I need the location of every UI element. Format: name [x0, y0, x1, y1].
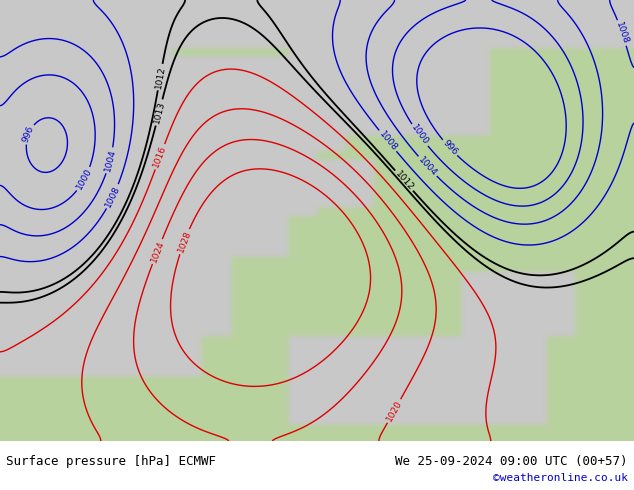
Text: 1016: 1016: [152, 145, 168, 169]
Text: 1000: 1000: [75, 167, 94, 192]
Text: 1008: 1008: [614, 21, 630, 45]
Text: 1008: 1008: [104, 184, 122, 209]
Text: 1024: 1024: [149, 239, 165, 264]
Text: 1008: 1008: [377, 129, 399, 152]
Text: 1013: 1013: [152, 100, 166, 125]
Text: 996: 996: [22, 124, 36, 144]
Text: ©weatheronline.co.uk: ©weatheronline.co.uk: [493, 473, 628, 483]
Text: 1000: 1000: [409, 123, 430, 147]
Text: 996: 996: [441, 139, 459, 157]
Text: We 25-09-2024 09:00 UTC (00+57): We 25-09-2024 09:00 UTC (00+57): [395, 455, 628, 468]
Text: 1020: 1020: [385, 399, 404, 423]
Text: 1028: 1028: [176, 229, 193, 254]
Text: 1004: 1004: [417, 155, 439, 178]
Text: Surface pressure [hPa] ECMWF: Surface pressure [hPa] ECMWF: [6, 455, 216, 468]
Text: 1004: 1004: [103, 148, 117, 172]
Text: 1012: 1012: [393, 169, 415, 192]
Text: 1012: 1012: [153, 65, 167, 89]
